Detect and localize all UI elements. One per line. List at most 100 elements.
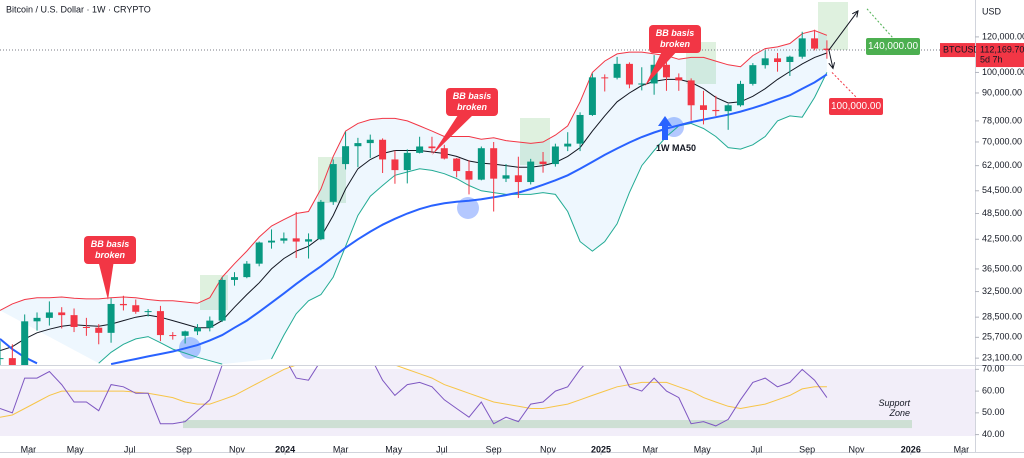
candle-body (317, 201, 325, 240)
candle-body (132, 305, 140, 312)
symbol-label: BTCUSD (943, 44, 981, 54)
rsi-tick-label: 40.00 (982, 429, 1005, 439)
candle-body (786, 56, 794, 63)
candle-body (638, 83, 646, 85)
target-label: 100,000.00 (829, 98, 883, 115)
y-tick-label: 32,500.00 (982, 286, 1022, 296)
candle-body (564, 143, 572, 147)
rsi-tick-label: 60.00 (982, 385, 1005, 395)
y-tick-label: 62,000.00 (982, 160, 1022, 170)
rsi-line (0, 366, 828, 427)
chart-title: Bitcoin / U.S. Dollar · 1W · CRYPTO (6, 4, 151, 14)
y-tick-label: 90,000.00 (982, 87, 1022, 97)
candle-body (268, 240, 276, 243)
x-tick-label: Sep (176, 444, 192, 454)
y-tick-label: 48,500.00 (982, 208, 1022, 218)
candle-body (761, 58, 769, 66)
candle-body (749, 65, 757, 84)
candle-body (675, 77, 683, 81)
x-tick-label: Mar (21, 444, 37, 454)
callout: BB basis broken (84, 236, 136, 264)
callout-pointer (432, 112, 476, 155)
candle-body (379, 139, 387, 160)
candle-body (95, 327, 103, 333)
rsi-ma (0, 366, 827, 418)
candle-body (8, 358, 16, 365)
candle-body (416, 146, 424, 153)
symbol-tag (940, 43, 975, 58)
candle-body (551, 146, 559, 165)
candle-body (255, 242, 263, 264)
y-tick-label: 78,000.00 (982, 115, 1022, 125)
x-tick-label: Jul (751, 444, 763, 454)
support-zone (183, 420, 912, 429)
x-tick-label: Sep (799, 444, 815, 454)
candle-body (193, 327, 201, 332)
x-tick-label: 2026 (901, 444, 921, 454)
y-tick-label: 23,100.00 (982, 353, 1022, 363)
candle-body (514, 175, 522, 183)
y-tick-label: 28,500.00 (982, 312, 1022, 322)
ma50 (0, 73, 828, 365)
candle-body (490, 148, 498, 179)
y-tick-label: 120,000.00 (982, 31, 1024, 41)
candle-body (21, 321, 29, 365)
candle-body (712, 109, 720, 112)
y-tick-label: 25,700.00 (982, 332, 1022, 342)
touch-circle (457, 197, 479, 219)
callout-pointer (98, 260, 114, 300)
candle-body (465, 171, 473, 180)
candle-body (737, 83, 745, 106)
currency-label: USD (982, 6, 1002, 16)
price-tag-label: 112,169.70 (980, 44, 1024, 54)
candle-body (366, 139, 374, 144)
candle-body (502, 175, 510, 179)
x-tick-label: May (694, 444, 712, 454)
callout-pointer (645, 49, 679, 86)
candle-body (613, 63, 621, 78)
candle-body (305, 239, 313, 242)
candle-body (440, 148, 448, 159)
x-tick-label: Mar (643, 444, 659, 454)
candle-body (354, 143, 362, 147)
candle-body (70, 315, 78, 327)
candle-body (625, 63, 633, 85)
axes: 120,000.00 100,000.00 90,000.00 78,000.00 70… (21, 31, 1024, 455)
candle-body (107, 303, 115, 333)
candle-body (539, 161, 547, 165)
candle-body (576, 114, 584, 144)
candle-body (724, 105, 732, 112)
y-tick-label: 54,500.00 (982, 185, 1022, 195)
candle-body (687, 80, 695, 106)
target-connector (831, 72, 858, 99)
rsi-band (0, 369, 975, 436)
candle-body (477, 148, 485, 180)
candle-body (58, 312, 66, 316)
x-tick-label: Mar (954, 444, 970, 454)
y-tick-label: 36,500.00 (982, 263, 1022, 273)
x-tick-label: Nov (849, 444, 866, 454)
candle-body (181, 331, 189, 336)
x-tick-label: Jul (124, 444, 136, 454)
target-label: 140,000.00 (866, 38, 920, 55)
candle-body (428, 146, 436, 149)
support-zone-label: Support Zone (878, 398, 910, 418)
candle-body (527, 161, 535, 183)
x-tick-label: Nov (540, 444, 557, 454)
candle-body (280, 238, 288, 241)
callout: BB basis broken (649, 25, 701, 53)
candle-body (45, 312, 53, 318)
candle-body (82, 326, 90, 328)
candle-body (218, 279, 226, 321)
projection-arrow (829, 49, 833, 68)
band-upper (0, 29, 828, 311)
candle-body (144, 311, 152, 313)
candle-body (811, 38, 819, 49)
candle-body (0, 358, 4, 360)
candle-body (823, 48, 831, 51)
callout: BB basis broken (446, 88, 498, 116)
band-lower (98, 72, 828, 365)
countdown: 5d 7h (980, 54, 1003, 64)
